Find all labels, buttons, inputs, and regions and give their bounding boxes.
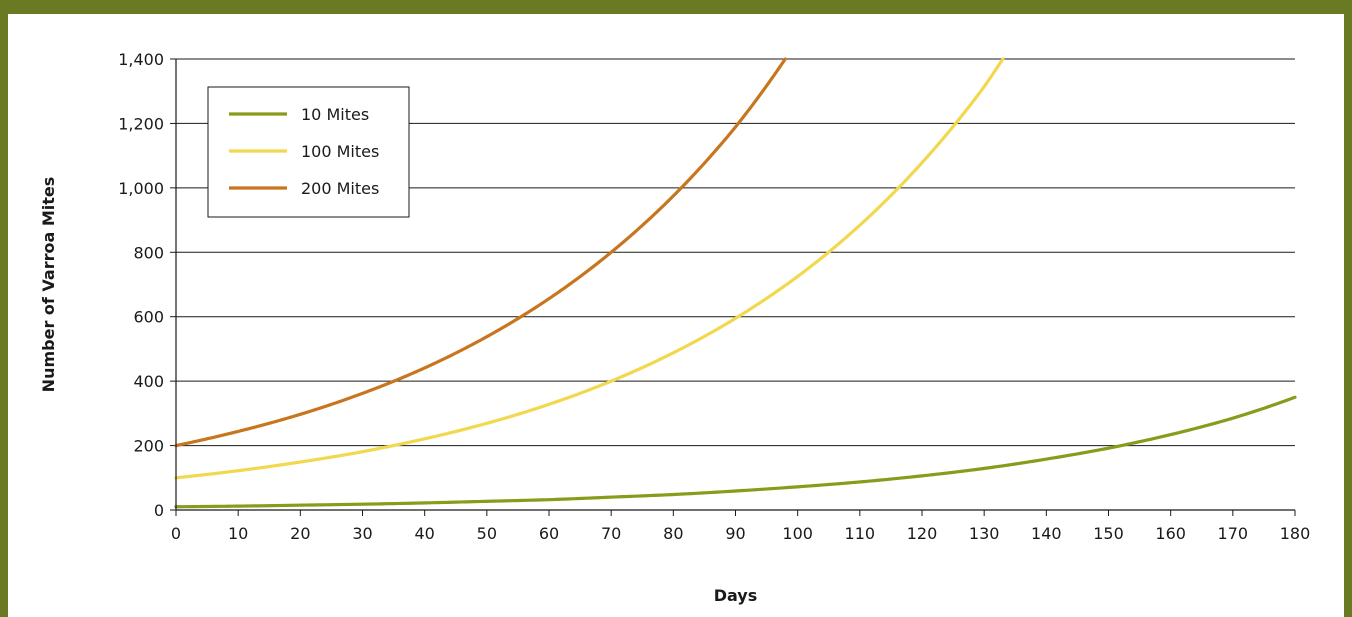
y-axis-title: Number of Varroa Mites: [39, 177, 58, 393]
y-tick-label-0: 0: [154, 501, 164, 520]
x-tick-label-10: 10: [228, 524, 248, 543]
x-tick-label-160: 160: [1155, 524, 1186, 543]
x-tick-labels: 0 10 20 30 40 50 60 70 80 90 100 110 120 130 140 150 160…: [171, 524, 1310, 543]
y-tick-label-800: 800: [133, 243, 164, 262]
x-tick-label-170: 170: [1218, 524, 1249, 543]
y-tick-label-1000: 1,000: [118, 179, 164, 198]
x-tick-label-100: 100: [782, 524, 813, 543]
legend-label-1: 100 Mites: [301, 142, 379, 161]
y-tick-label-600: 600: [133, 308, 164, 327]
x-tick-label-180: 180: [1280, 524, 1311, 543]
x-tick-label-50: 50: [477, 524, 497, 543]
x-tick-label-130: 130: [969, 524, 1000, 543]
y-tick-label-200: 200: [133, 437, 164, 456]
y-tick-labels: 0 200 400 600 800 1,000 1,200 1,400: [118, 50, 164, 520]
series-lines: [174, 57, 1297, 509]
y-tick-label-1200: 1,200: [118, 114, 164, 133]
y-tick-label-1400: 1,400: [118, 50, 164, 69]
x-tick-label-70: 70: [601, 524, 621, 543]
series-line-2: [174, 57, 787, 448]
x-tick-label-40: 40: [414, 524, 434, 543]
x-axis-title: Days: [714, 586, 758, 605]
x-tick-label-20: 20: [290, 524, 310, 543]
x-tick-label-150: 150: [1093, 524, 1124, 543]
x-tick-label-30: 30: [352, 524, 372, 543]
axes: [175, 59, 1295, 511]
x-tick-label-80: 80: [663, 524, 683, 543]
x-tick-label-90: 90: [725, 524, 745, 543]
series-line-0: [174, 395, 1297, 509]
x-tick-label-120: 120: [907, 524, 938, 543]
legend: 10 Mites 100 Mites 200 Mites: [207, 86, 410, 218]
legend-label-2: 200 Mites: [301, 179, 379, 198]
x-tick-label-110: 110: [845, 524, 876, 543]
x-tick-label-140: 140: [1031, 524, 1062, 543]
series-line-1: [174, 57, 1005, 480]
legend-label-0: 10 Mites: [301, 105, 369, 124]
x-tick-label-0: 0: [171, 524, 181, 543]
y-tick-label-400: 400: [133, 372, 164, 391]
x-tick-label-60: 60: [539, 524, 559, 543]
